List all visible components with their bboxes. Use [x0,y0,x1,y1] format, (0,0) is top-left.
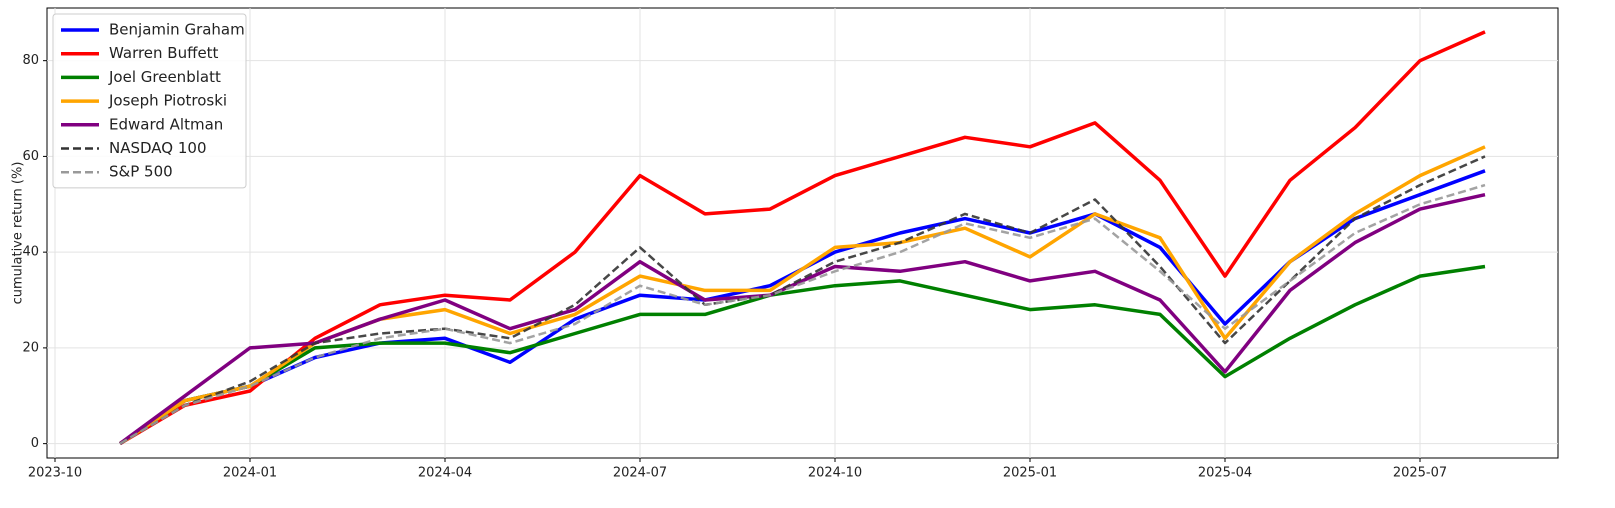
legend-label: Edward Altman [109,115,223,133]
grid [47,8,1558,458]
legend-label: S&P 500 [109,163,173,181]
legend-label: Warren Buffett [109,44,219,62]
legend: Benjamin Graham Warren Buffett Joel Greenb… [52,13,247,189]
x-tick-label: 2023-10 [28,466,82,481]
y-tick-label: 20 [22,340,39,355]
series-line [119,183,1486,445]
legend-label: Joseph Piotroski [108,92,227,110]
x-tick-label: 2025-01 [1003,466,1057,481]
series-line [119,264,1486,446]
series-line [118,192,1486,446]
y-tick-label: 0 [31,436,39,451]
x-tick-label: 2024-04 [418,466,472,481]
x-tick-label: 2024-07 [613,466,667,481]
y-tick-label: 80 [22,53,39,68]
plot-frame [46,7,1559,459]
legend-label: NASDAQ 100 [109,139,207,157]
legend-label: Benjamin Graham [109,21,245,39]
y-tick-label: 40 [22,245,39,260]
legend-label: Joel Greenblatt [108,68,221,86]
series-line [119,169,1486,446]
legend-box [52,13,247,189]
series-line [119,155,1486,445]
x-tick-label: 2025-04 [1198,466,1252,481]
y-tick-label: 60 [22,149,39,164]
series-line [119,30,1486,446]
x-tick-label: 2024-01 [223,466,277,481]
x-tick-label: 2024-10 [808,466,862,481]
x-tick-label: 2025-07 [1393,466,1447,481]
y-axis-label: cumulative return (%) [11,162,26,305]
